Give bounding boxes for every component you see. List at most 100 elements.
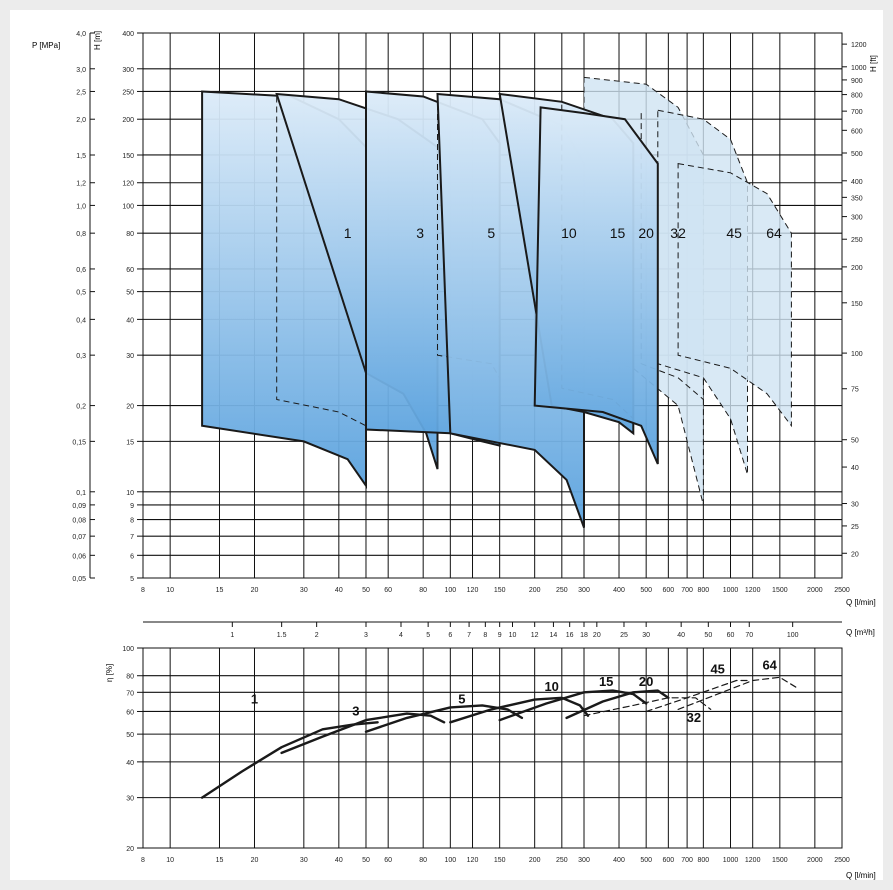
x-tick-label: 500 [640,587,652,594]
x2-tick-label: 8 [483,632,487,639]
x-tick-label: 100 [444,857,456,864]
x-tick-label: 1000 [723,857,739,864]
ft-tick-label: 900 [851,78,863,85]
y-tick-label: 250 [122,89,134,96]
y-tick-label: 15 [126,439,134,446]
x2-tick-label: 5 [426,632,430,639]
y-tick-label: 40 [126,317,134,324]
x-tick-label: 2000 [807,587,823,594]
x2-tick-label: 100 [787,632,799,639]
head-area-1-reduced-curve [276,96,367,427]
x2-tick-label: 16 [566,632,574,639]
pressure-tick-label: 0,1 [76,490,86,497]
x2-tick-label: 25 [620,632,628,639]
head-curve-label-1: 1 [344,225,352,241]
pressure-tick-label: 0,4 [76,317,86,324]
x-tick-label: 100 [444,587,456,594]
ft-tick-label: 100 [851,351,863,358]
x-tick-label: 700 [681,587,693,594]
x2-tick-label: 6 [448,632,452,639]
x-tick-label: 800 [698,587,710,594]
y-tick-label: 50 [126,732,134,739]
pressure-tick-label: 0,07 [72,534,86,541]
x2-tick-label: 20 [593,632,601,639]
head-curve-label-5: 5 [487,225,495,241]
x-tick-label: 150 [494,857,506,864]
efficiency-x-axis-label: Q [l/min] [846,871,876,880]
x-tick-label: 15 [216,587,224,594]
y-tick-label: 100 [122,646,134,653]
x2-tick-label: 1 [230,632,234,639]
head-curve-labels: 1 3 5 10 15 20 32 45 64 [344,225,782,241]
efficiency-curve-64 [677,676,800,711]
x-tick-label: 40 [335,587,343,594]
x2-tick-label: 1.5 [277,632,287,639]
y-tick-label: 50 [126,290,134,297]
y-tick-label: 100 [122,203,134,210]
head-chart-ticks: 8 10 15 20 30 40 50 60 80 100 120 150 200 250 300 400 50… [72,31,866,639]
x2-tick-label: 10 [509,632,517,639]
y-tick-label: 400 [122,31,134,38]
efficiency-curve-label-5: 5 [458,692,465,707]
ft-tick-label: 20 [851,551,859,558]
x-tick-label: 2500 [834,857,850,864]
x-tick-label: 1200 [745,857,761,864]
ft-tick-label: 1200 [851,42,867,49]
x-axis-label: Q [l/min] [846,598,876,607]
x2-tick-label: 7 [467,632,471,639]
head-curve-label-32: 32 [670,225,686,241]
x-tick-label: 250 [556,587,568,594]
x-tick-label: 800 [698,857,710,864]
x-tick-label: 700 [681,857,693,864]
x-tick-label: 20 [251,857,259,864]
x-tick-label: 1500 [772,587,788,594]
x-tick-label: 80 [419,857,427,864]
head-curve-chart: 1 3 5 10 15 20 32 45 64 8 10 15 20 30 40 50 60 80 100 120 1… [32,31,878,639]
y-tick-label: 40 [126,760,134,767]
efficiency-curve-15 [498,689,648,722]
efficiency-curve-label-3: 3 [352,703,359,718]
x-tick-label: 1500 [772,857,788,864]
ft-tick-label: 700 [851,109,863,116]
ft-tick-label: 1000 [851,65,867,72]
efficiency-curve-chart: 1 3 5 10 15 20 32 45 64 8 10 15 20 30 40 50 60 80 100 120 1… [105,646,876,880]
head-curve-label-64: 64 [766,225,782,241]
y-axis-label: H [m] [93,31,102,50]
x-tick-label: 1200 [745,587,761,594]
x-tick-label: 600 [663,587,675,594]
x2-tick-label: 2 [315,632,319,639]
y-tick-label: 5 [130,576,134,583]
y-tick-label: 300 [122,67,134,74]
efficiency-plot-area [142,647,843,849]
pressure-tick-label: 4,0 [76,31,86,38]
ft-tick-label: 25 [851,524,859,531]
ft-tick-label: 400 [851,179,863,186]
x-tick-label: 60 [384,857,392,864]
x-tick-label: 30 [300,587,308,594]
x-tick-label: 15 [216,857,224,864]
pressure-tick-label: 0,5 [76,290,86,297]
x2-tick-label: 3 [364,632,368,639]
y-tick-label: 60 [126,267,134,274]
y-tick-label: 80 [126,231,134,238]
pressure-tick-label: 0,6 [76,267,86,274]
head-curve-label-45: 45 [726,225,742,241]
x-tick-label: 200 [529,857,541,864]
x-tick-label: 10 [166,857,174,864]
x-tick-label: 10 [166,587,174,594]
x-tick-label: 400 [613,857,625,864]
x2-tick-label: 18 [580,632,588,639]
x2-tick-label: 50 [704,632,712,639]
right-axis-label: H [ft] [869,55,878,72]
y-tick-label: 80 [126,674,134,681]
x2-axis-label: Q [m³/h] [846,628,875,637]
efficiency-chart-grid [137,647,843,849]
efficiency-curve-3 [280,712,446,755]
pressure-tick-label: 0,05 [72,576,86,583]
head-curve-label-20: 20 [638,225,654,241]
y-tick-label: 120 [122,181,134,188]
efficiency-curve-labels: 1 3 5 10 15 20 32 45 64 [251,657,778,725]
efficiency-curve-10 [449,696,590,724]
y-tick-label: 10 [126,490,134,497]
x-tick-label: 150 [494,587,506,594]
